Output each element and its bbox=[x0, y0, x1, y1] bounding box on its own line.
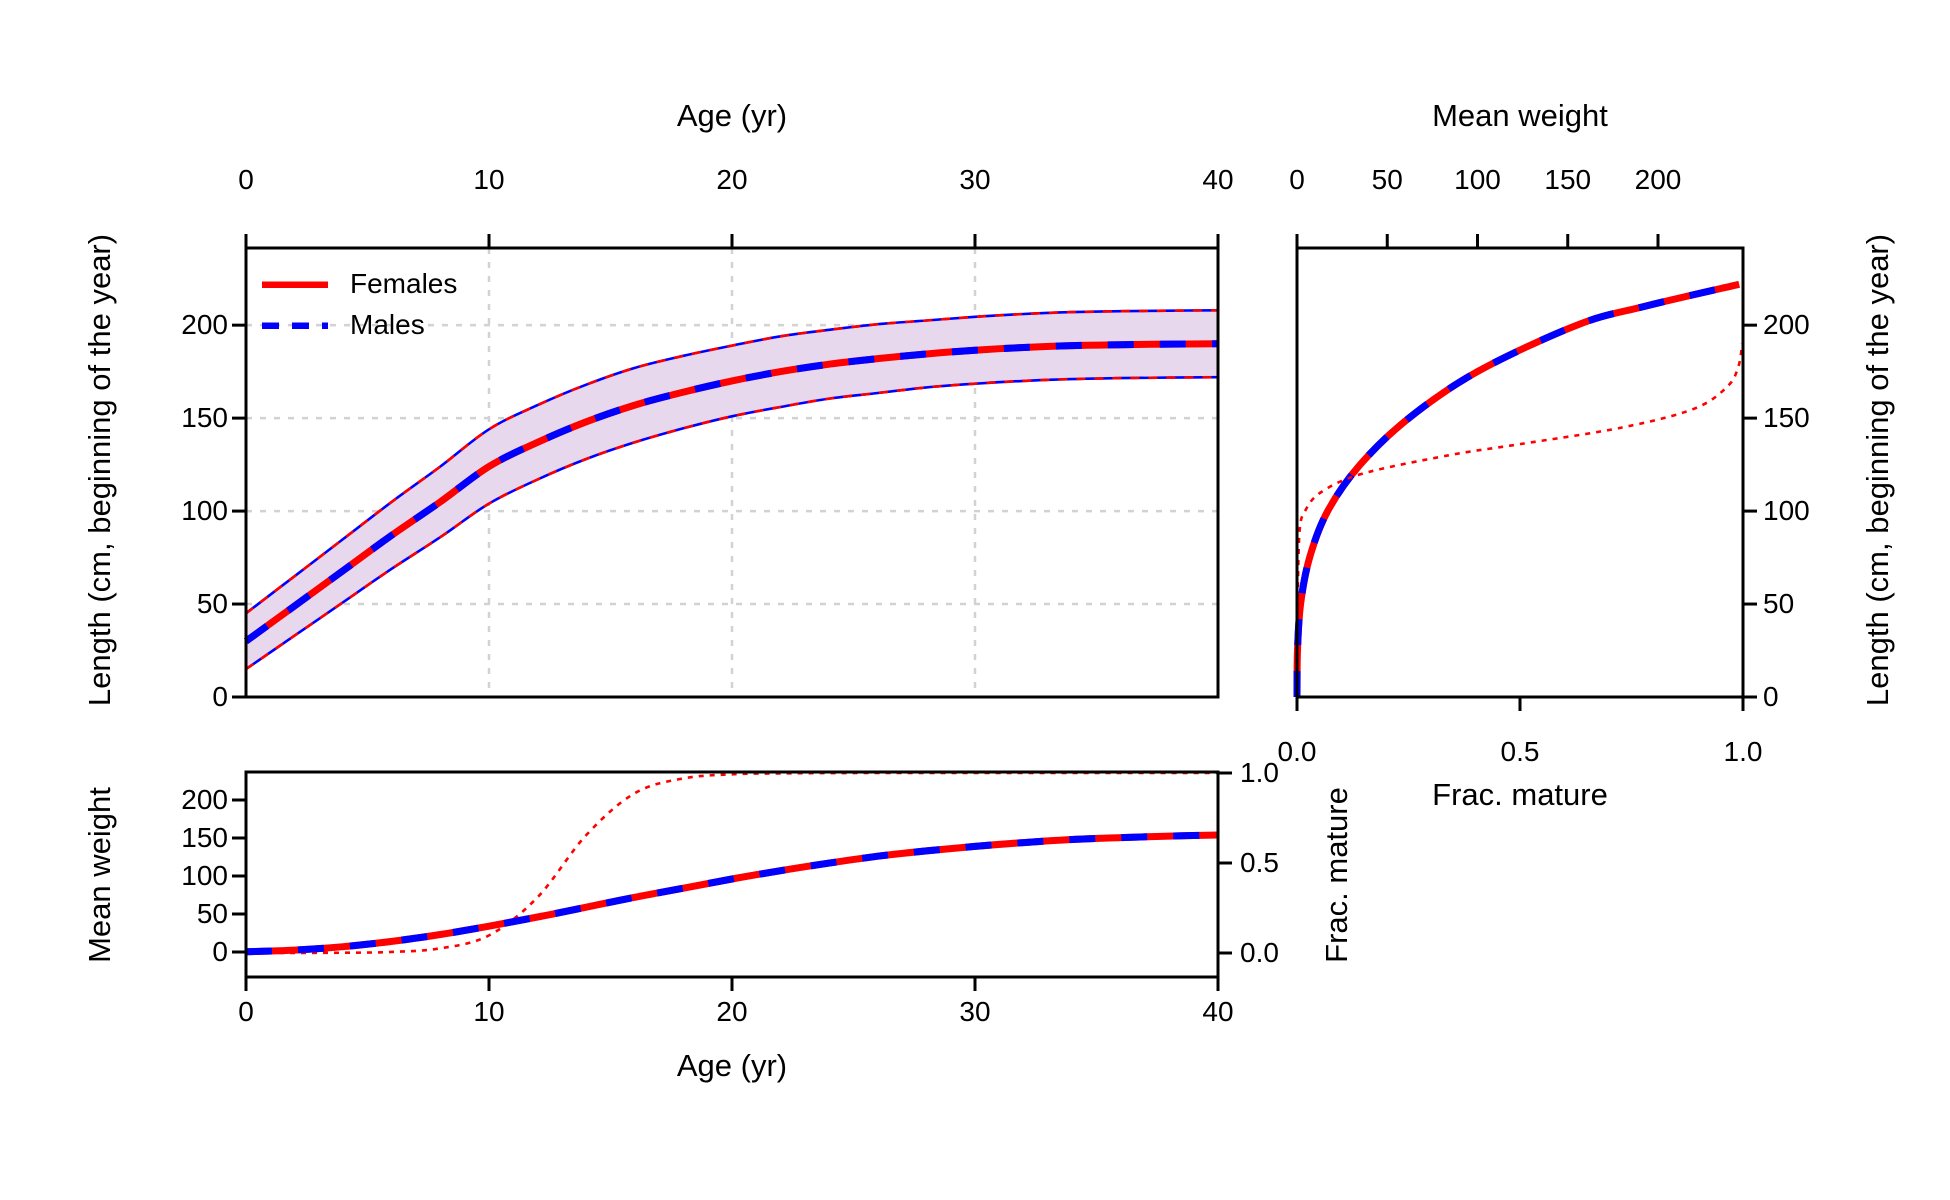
growth-x-axis-title: Age (yr) bbox=[676, 98, 788, 133]
growth-legend: Females Males bbox=[262, 263, 457, 345]
weight-length-curve-females-line bbox=[1293, 280, 1740, 698]
weight-age-curve-males-line bbox=[245, 831, 1219, 956]
legend-row-males: Males bbox=[262, 304, 457, 345]
legend-females-line-swatch bbox=[262, 281, 328, 288]
weight-age-x-tick-label: 20 bbox=[716, 996, 748, 1027]
growth-y-axis-title: Length (cm, beginning of the year) bbox=[82, 233, 117, 707]
weight-length-bottom-tick-label: 0.0 bbox=[1277, 736, 1317, 767]
maturity-age-curve bbox=[245, 771, 1218, 955]
weight-age-left-tick-label: 150 bbox=[181, 822, 228, 853]
weight-age-left-tick-label: 0 bbox=[212, 936, 228, 967]
weight-length-right-tick-label: 50 bbox=[1763, 588, 1795, 620]
growth-y-tick-label: 200 bbox=[181, 309, 228, 341]
weight-age-left-tick-label: 200 bbox=[181, 784, 228, 815]
weight-length-top-tick-label: 150 bbox=[1544, 164, 1592, 195]
weight-length-panel-box bbox=[1295, 246, 1745, 699]
growth-y-tick-label: 100 bbox=[181, 495, 228, 527]
weight-age-left-tick-label: 50 bbox=[196, 898, 228, 929]
weight-age-x-axis-title: Age (yr) bbox=[676, 1048, 788, 1083]
weight-length-top-tick-label: 200 bbox=[1634, 164, 1682, 195]
maturity-length-curve bbox=[1295, 343, 1744, 698]
weight-length-curve-males-line bbox=[1293, 280, 1740, 698]
legend-label-females: Females bbox=[350, 267, 458, 299]
weight-length-bottom-tick-label: 1.0 bbox=[1723, 736, 1763, 767]
growth-band-lower-blue bbox=[245, 375, 1219, 671]
weight-age-left-axis-title: Mean weight bbox=[82, 787, 117, 963]
weight-age-right-tick-label: 1.0 bbox=[1240, 757, 1279, 788]
weight-length-top-tick-label: 0 bbox=[1289, 164, 1305, 195]
growth-x-tick-label: 0 bbox=[238, 164, 254, 195]
weight-age-curve-females-line bbox=[245, 831, 1219, 956]
weight-age-x-tick-label: 30 bbox=[959, 996, 991, 1027]
growth-band-upper-red bbox=[245, 309, 1219, 615]
weight-length-bottom-tick-label: 0.5 bbox=[1500, 736, 1540, 767]
weight-age-x-tick-label: 40 bbox=[1202, 996, 1234, 1027]
growth-y-tick-label: 150 bbox=[181, 402, 228, 434]
weight-length-top-tick-label: 100 bbox=[1454, 164, 1501, 195]
growth-x-tick-label: 30 bbox=[959, 164, 991, 195]
legend-label-males: Males bbox=[350, 308, 425, 340]
growth-y-tick-label: 50 bbox=[196, 588, 228, 620]
weight-length-right-tick-label: 0 bbox=[1763, 681, 1779, 712]
growth-curve-males-line bbox=[243, 340, 1219, 645]
growth-x-tick-label: 20 bbox=[716, 164, 748, 195]
weight-age-x-tick-label: 10 bbox=[473, 996, 505, 1027]
growth-y-tick-label: 0 bbox=[212, 681, 228, 712]
weight-length-right-axis-title: Length (cm, beginning of the year) bbox=[1860, 233, 1895, 707]
weight-age-right-axis-title: Frac. mature bbox=[1319, 787, 1354, 963]
weight-length-right-tick-label: 150 bbox=[1763, 402, 1810, 434]
weight-length-right-tick-label: 200 bbox=[1763, 309, 1810, 341]
weight-age-x-tick-label: 0 bbox=[238, 996, 254, 1027]
legend-males-line-swatch bbox=[262, 322, 328, 329]
weight-length-bottom-axis-title: Frac. mature bbox=[1432, 777, 1608, 812]
weight-age-right-tick-label: 0.5 bbox=[1240, 847, 1279, 878]
weight-length-right-tick-label: 100 bbox=[1763, 495, 1810, 527]
weight-length-top-axis-title: Mean weight bbox=[1432, 98, 1608, 133]
weight-age-left-tick-label: 100 bbox=[181, 860, 228, 891]
weight-length-top-tick-label: 50 bbox=[1371, 164, 1403, 195]
weight-age-panel-box bbox=[244, 770, 1220, 979]
growth-x-tick-label: 40 bbox=[1202, 164, 1234, 195]
legend-row-females: Females bbox=[262, 263, 457, 304]
weight-age-right-tick-label: 0.0 bbox=[1240, 937, 1279, 968]
growth-x-tick-label: 10 bbox=[473, 164, 505, 195]
